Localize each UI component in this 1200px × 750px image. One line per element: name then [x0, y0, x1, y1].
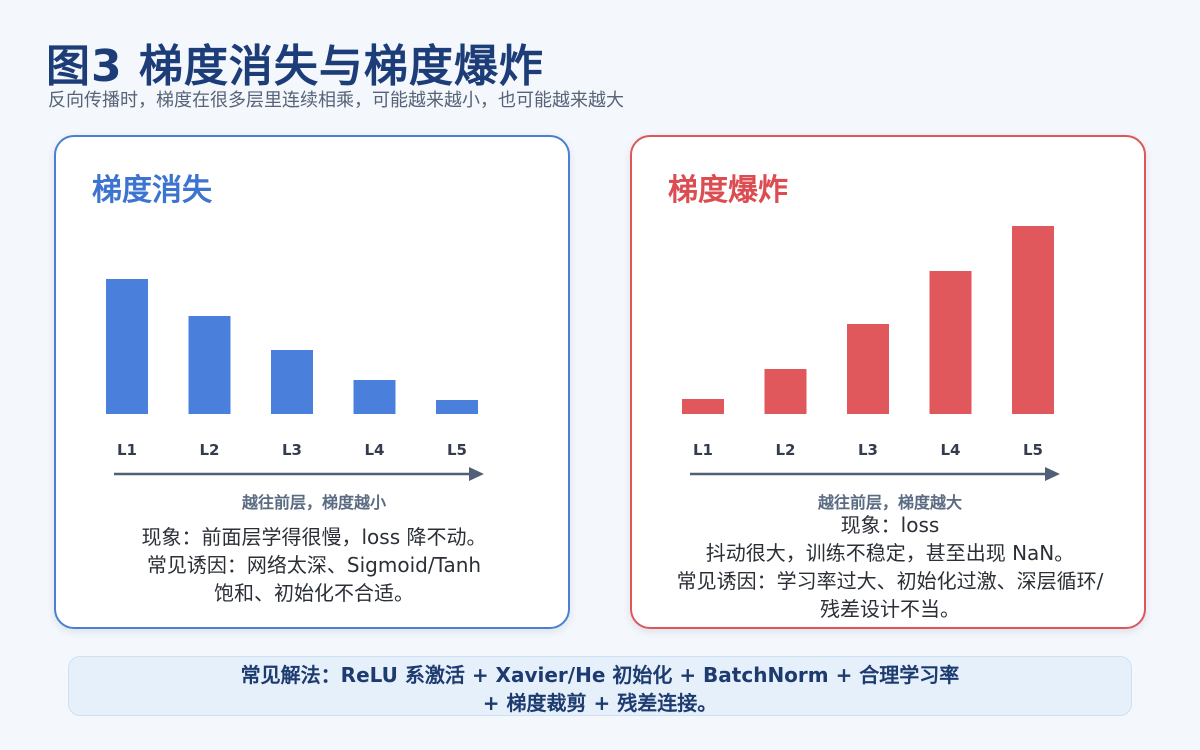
vanishing-axis-caption: 越往前层，梯度越小 [241, 493, 386, 512]
vanishing-chart: L1 L2 L3 L4 L5 [106, 279, 484, 481]
vanishing-desc-line: 现象：前面层学得很慢，loss 降不动。 [141, 525, 487, 549]
exploding-bar-L2 [764, 369, 807, 414]
exploding-axis-arrowhead-icon [1045, 467, 1060, 481]
vanishing-tick-label: L5 [447, 441, 467, 459]
exploding-desc-line: 现象：loss [840, 513, 940, 537]
vanishing-tick-label: L1 [117, 441, 137, 459]
exploding-desc-line: 残差设计不当。 [820, 597, 960, 621]
solutions-box: 常见解法：ReLU 系激活 + Xavier/He 初始化 + BatchNor… [68, 656, 1132, 716]
exploding-bar-L5 [1012, 226, 1054, 414]
vanishing-desc-line: 常见诱因：网络太深、Sigmoid/Tanh [146, 553, 482, 577]
exploding-axis-caption: 越往前层，梯度越大 [817, 493, 962, 512]
vanishing-tick-label: L4 [365, 441, 385, 459]
exploding-tick-label: L1 [693, 441, 713, 459]
vanishing-desc-line: 饱和、初始化不合适。 [214, 581, 414, 605]
vanishing-description: 现象：前面层学得很慢，loss 降不动。 常见诱因：网络太深、Sigmoid/T… [76, 523, 552, 607]
exploding-desc-line: 常见诱因：学习率过大、初始化过激、深层循环/ [676, 569, 1104, 593]
exploding-title: 梯度爆炸 [668, 173, 788, 208]
vanishing-title: 梯度消失 [92, 173, 212, 208]
vanishing-tick-label: L3 [282, 441, 302, 459]
exploding-tick-label: L2 [776, 441, 796, 459]
page-subtitle: 反向传播时，梯度在很多层里连续相乘，可能越来越小，也可能越来越大 [48, 90, 624, 111]
vanishing-bar-L4 [353, 380, 396, 414]
vanishing-bar-L5 [436, 400, 478, 414]
vanishing-tick-label: L2 [200, 441, 220, 459]
solutions-line-1: 常见解法：ReLU 系激活 + Xavier/He 初始化 + BatchNor… [240, 663, 960, 687]
exploding-bar-L4 [929, 271, 972, 414]
exploding-tick-label: L3 [858, 441, 878, 459]
exploding-bar-L3 [847, 324, 889, 414]
vanishing-panel: 梯度消失 L1 L2 L3 L4 L5 越往前层，梯度越小 现象：前面层学得很慢，los… [54, 135, 570, 629]
exploding-panel: 梯度爆炸 L1 L2 L3 L4 L5 越往前层，梯度越大 现象：loss 抖动很大，训… [630, 135, 1146, 629]
exploding-description: 现象：loss 抖动很大，训练不稳定，甚至出现 NaN。 常见诱因：学习率过大、… [652, 511, 1128, 623]
vanishing-bar-L1 [106, 279, 148, 414]
exploding-chart: L1 L2 L3 L4 L5 [682, 226, 1060, 481]
exploding-tick-label: L5 [1023, 441, 1043, 459]
solutions-line-2: + 梯度裁剪 + 残差连接。 [482, 691, 718, 715]
vanishing-bar-L3 [271, 350, 313, 414]
exploding-tick-label: L4 [941, 441, 961, 459]
vanishing-axis-arrowhead-icon [469, 467, 484, 481]
page-title: 图3 梯度消失与梯度爆炸 [46, 41, 544, 92]
vanishing-bar-L2 [188, 316, 231, 414]
exploding-bar-L1 [682, 399, 724, 414]
exploding-desc-line: 抖动很大，训练不稳定，甚至出现 NaN。 [705, 541, 1075, 565]
